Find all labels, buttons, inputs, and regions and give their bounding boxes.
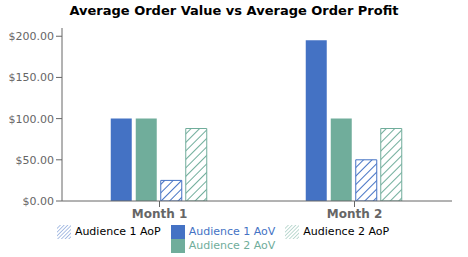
svg-text:$0.00: $0.00 [23,195,55,208]
html-text:Audience 1 AoV: Audience 1 AoV [188,225,276,238]
html-text:Average Order Value vs Average: Average Order Value vs Average Order Pro… [69,3,399,18]
svg-text:$100.00: $100.00 [9,113,55,126]
svg-text:Month 1: Month 1 [132,207,188,221]
svg-text:$200.00: $200.00 [9,30,55,43]
svg-text:$150.00: $150.00 [9,71,55,84]
svg-text:$50.00: $50.00 [16,154,55,167]
html-text:Audience 1 AoP: Audience 1 AoP [74,225,161,238]
html-text:Audience 2 AoV: Audience 2 AoV [188,239,276,252]
html-text:Audience 2 AoP: Audience 2 AoP [303,225,390,238]
svg-text:Month 2: Month 2 [327,207,383,221]
